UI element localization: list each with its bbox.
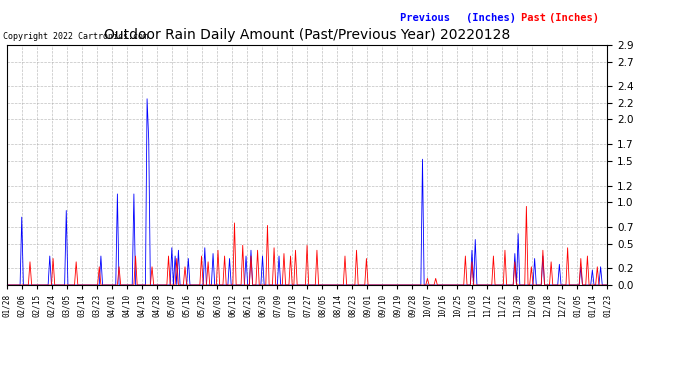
- Text: Previous: Previous: [400, 13, 457, 22]
- Text: Copyright 2022 Cartronics.com: Copyright 2022 Cartronics.com: [3, 32, 148, 41]
- Text: Past: Past: [521, 13, 552, 22]
- Text: (Inches): (Inches): [466, 13, 515, 22]
- Title: Outdoor Rain Daily Amount (Past/Previous Year) 20220128: Outdoor Rain Daily Amount (Past/Previous…: [104, 28, 510, 42]
- Text: (Inches): (Inches): [549, 13, 598, 22]
